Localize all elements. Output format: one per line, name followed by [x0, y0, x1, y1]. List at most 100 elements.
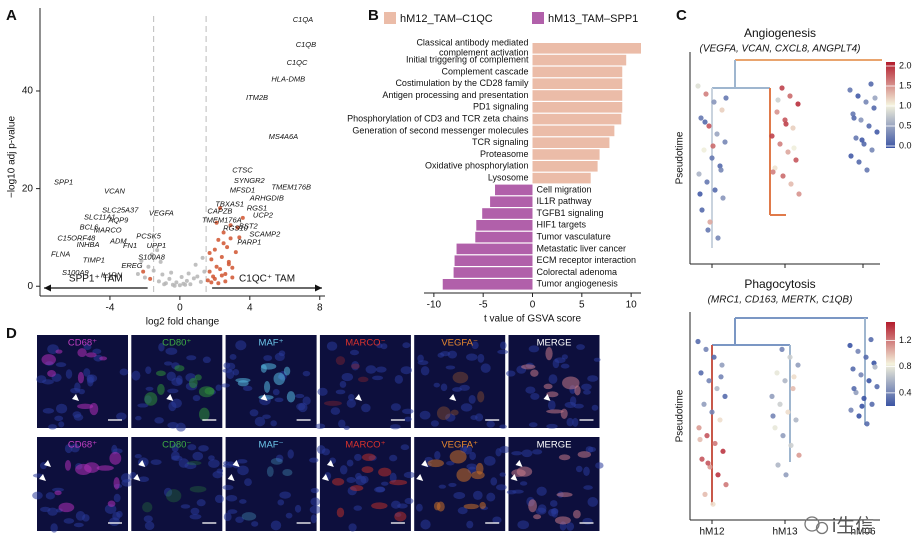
nucleus — [466, 520, 474, 529]
signal — [371, 502, 388, 510]
signal — [556, 492, 573, 498]
y-tick-label: 0 — [27, 281, 33, 292]
nucleus — [143, 515, 153, 523]
category-label: Phosphorylation of CD3 and TCR zeta chai… — [347, 113, 529, 123]
gene-label: MS4A6A — [269, 132, 299, 141]
nucleus — [566, 522, 575, 531]
nucleus — [302, 396, 311, 405]
bar — [532, 149, 600, 160]
nucleus — [587, 375, 599, 382]
nucleus — [317, 387, 328, 396]
nucleus — [462, 445, 473, 455]
point — [156, 279, 161, 284]
cell-point — [779, 346, 785, 352]
signal — [521, 364, 536, 370]
cell-point — [847, 342, 853, 349]
cell-point — [712, 440, 718, 447]
panel-label: B — [368, 7, 379, 24]
nucleus — [375, 486, 386, 492]
nucleus — [550, 508, 559, 515]
point — [214, 264, 219, 269]
cell-point — [872, 95, 878, 101]
nucleus — [564, 401, 577, 409]
x-tick-label: -4 — [105, 303, 114, 314]
signal — [331, 477, 345, 486]
nucleus — [483, 455, 496, 466]
x-tick-label: 0 — [177, 303, 183, 314]
colorbar-label: 1.5 — [899, 80, 912, 90]
arrowhead — [227, 474, 235, 481]
nucleus — [486, 492, 496, 502]
nucleus — [202, 356, 211, 364]
category-label: HIF1 targets — [537, 220, 587, 230]
x-axis-label: t value of GSVA score — [484, 314, 582, 325]
micrograph: MERGE — [506, 437, 604, 531]
cell-point — [853, 389, 859, 396]
cell-point — [718, 374, 724, 380]
bar — [532, 172, 591, 184]
category-label: Colorectal adenoma — [537, 267, 618, 277]
cell-point — [851, 385, 857, 392]
gene-label: S100A8 — [138, 252, 166, 261]
colorbar — [886, 322, 895, 406]
nucleus — [389, 454, 398, 462]
nucleus — [310, 497, 321, 506]
gene-label: UPP1 — [147, 241, 167, 250]
signal — [282, 468, 293, 476]
cell-point — [872, 364, 878, 370]
gene-label: TIMP1 — [83, 255, 105, 264]
bar — [532, 113, 622, 125]
point — [183, 282, 188, 287]
signal — [85, 352, 97, 358]
nucleus — [591, 404, 599, 411]
nucleus — [310, 514, 317, 524]
arrowhead — [326, 460, 334, 467]
nucleus — [440, 383, 448, 392]
nucleus — [528, 422, 538, 428]
gene-label: ADM — [109, 236, 127, 245]
signal — [452, 371, 469, 384]
nucleus — [486, 420, 495, 428]
cell-point — [787, 93, 793, 99]
point — [149, 252, 154, 257]
cell-point — [717, 163, 723, 169]
cell-point — [864, 167, 870, 173]
x-tick-label: 5 — [579, 300, 585, 311]
nucleus — [517, 520, 530, 530]
point — [198, 279, 203, 284]
arrow-head — [315, 284, 322, 292]
cell-point — [861, 395, 867, 401]
colorbar-label: 0.0 — [899, 140, 912, 150]
bar — [454, 255, 533, 266]
nucleus — [354, 453, 362, 461]
cell-point — [783, 121, 789, 127]
arrowhead — [232, 460, 240, 467]
cell-point — [770, 169, 776, 175]
point — [237, 235, 242, 240]
cell-point — [698, 115, 704, 121]
nucleus — [73, 413, 84, 421]
cell-point — [868, 81, 874, 87]
panel-label: A — [6, 7, 17, 24]
bar — [482, 208, 533, 219]
nucleus — [433, 382, 440, 388]
nucleus — [186, 355, 197, 361]
point — [219, 254, 224, 259]
signal — [335, 356, 346, 365]
signal — [47, 370, 56, 378]
signal — [546, 409, 564, 414]
gene-label: SLC25A37 — [102, 206, 139, 215]
nucleus — [335, 389, 346, 395]
cell-point — [874, 129, 880, 135]
cell-point — [855, 93, 861, 99]
nucleus — [287, 449, 294, 459]
arrowhead — [515, 460, 523, 467]
point — [214, 220, 219, 225]
nucleus — [566, 417, 574, 427]
cell-point — [782, 378, 788, 384]
bar — [532, 90, 623, 101]
point — [195, 274, 200, 279]
nucleus — [196, 499, 206, 507]
cell-point — [775, 97, 781, 103]
nucleus — [295, 393, 305, 399]
